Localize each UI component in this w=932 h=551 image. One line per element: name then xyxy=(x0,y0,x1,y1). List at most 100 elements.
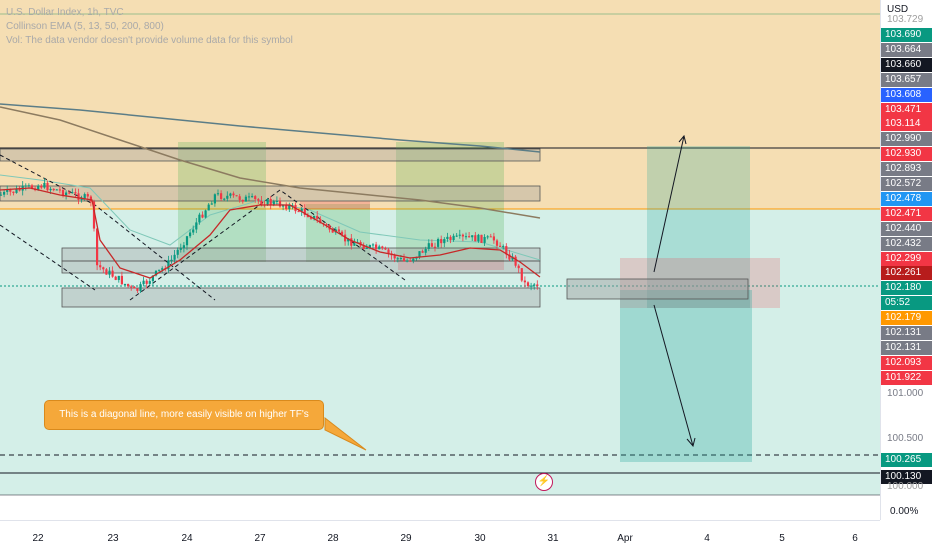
candle-body xyxy=(105,269,108,275)
candle-body xyxy=(297,211,300,213)
zone-rect-3[interactable] xyxy=(61,287,541,308)
candle-body xyxy=(108,270,111,275)
candle-body xyxy=(61,190,65,196)
time-label: 5 xyxy=(779,533,785,544)
time-label: 27 xyxy=(254,533,266,544)
candle-body xyxy=(30,185,34,189)
candle-body xyxy=(409,260,412,262)
zone-rect-top[interactable] xyxy=(0,148,541,162)
red-box-1[interactable] xyxy=(300,201,370,209)
candle-body xyxy=(130,286,133,288)
price-tag: 102.261 xyxy=(881,266,932,281)
candle-body xyxy=(492,236,495,241)
price-tag: 102.131 xyxy=(881,340,932,355)
candle-body xyxy=(238,196,241,200)
candle-body xyxy=(40,185,43,188)
price-chart[interactable] xyxy=(0,0,880,550)
candle-body xyxy=(244,196,247,202)
ema-fast-line xyxy=(0,187,541,279)
price-axis-top: 103.729 xyxy=(887,14,924,25)
percent-label: 0.00% xyxy=(890,506,919,517)
arrow-down[interactable] xyxy=(653,304,694,447)
candle-body xyxy=(158,269,161,271)
candle-body xyxy=(120,275,123,285)
highlight-box-1[interactable] xyxy=(178,142,266,262)
candle-body xyxy=(526,282,530,287)
projection-entry-zone[interactable] xyxy=(566,278,749,300)
zone-rect-1[interactable] xyxy=(61,247,541,262)
candle-body xyxy=(393,255,396,259)
projection-stop-box[interactable] xyxy=(620,258,780,308)
candle-body xyxy=(92,201,96,229)
candle-body xyxy=(468,236,471,238)
candle-body xyxy=(266,198,269,206)
price-axis[interactable]: USD 103.729 103.690 103.664 103.660 103.657… xyxy=(880,0,932,520)
candlestick-series[interactable] xyxy=(0,178,539,294)
candle-body xyxy=(161,268,164,270)
candle-body xyxy=(142,280,145,285)
candle-body xyxy=(148,281,151,284)
candle-body xyxy=(269,198,272,205)
candle-body xyxy=(452,235,455,241)
price-tag: 101.922 xyxy=(881,370,932,385)
red-box-2[interactable] xyxy=(398,260,504,270)
candle-body xyxy=(198,214,201,223)
price-level-100500: 100.500 xyxy=(887,433,924,444)
candle-body xyxy=(443,239,446,244)
candle-body xyxy=(464,236,468,238)
candle-body xyxy=(331,229,334,233)
candle-body xyxy=(232,193,235,196)
candle-body xyxy=(216,193,220,195)
candle-body xyxy=(427,243,430,249)
candle-body xyxy=(257,199,260,201)
candle-body xyxy=(437,239,440,247)
candle-body xyxy=(375,244,378,250)
candle-body xyxy=(12,191,15,193)
price-tag: 102.990 xyxy=(881,132,932,147)
candle-body xyxy=(3,191,6,195)
symbol-title[interactable]: U.S. Dollar Index, 1h, TVC xyxy=(6,7,124,18)
price-tag: 102.299 xyxy=(881,251,932,266)
time-axis[interactable]: 22 23 24 27 28 29 30 31 Apr 4 5 6 xyxy=(0,520,880,551)
arrow-up[interactable] xyxy=(653,135,685,273)
candle-body xyxy=(127,283,130,287)
candle-body xyxy=(201,214,204,218)
zone-rect-2[interactable] xyxy=(61,260,541,274)
projection-downside-box[interactable] xyxy=(620,290,752,462)
candle-body xyxy=(241,199,244,202)
candle-body xyxy=(37,185,40,191)
candle-body xyxy=(192,229,195,233)
dashed-trend-2[interactable] xyxy=(129,189,406,301)
price-tag: 103.664 xyxy=(881,42,932,57)
candle-body xyxy=(458,234,461,236)
candle-body xyxy=(316,215,319,219)
candle-body xyxy=(275,201,278,203)
candle-body xyxy=(471,235,474,238)
candle-body xyxy=(325,224,328,226)
lightning-event-icon[interactable]: ⚡ xyxy=(535,473,553,491)
candle-body xyxy=(344,234,347,242)
candle-body xyxy=(306,214,309,218)
candle-body xyxy=(210,203,213,205)
candle-body xyxy=(80,198,83,200)
candle-body xyxy=(337,229,340,232)
candle-body xyxy=(223,198,226,200)
supply-zone xyxy=(0,0,880,209)
candle-body xyxy=(396,258,399,260)
price-tag: 102.893 xyxy=(881,162,932,177)
candle-body xyxy=(455,235,458,237)
candle-body xyxy=(368,245,371,248)
price-tag: 102.432 xyxy=(881,236,932,251)
highlight-box-3[interactable] xyxy=(396,142,504,262)
candle-body xyxy=(154,270,158,276)
candle-body xyxy=(291,204,294,206)
candle-body xyxy=(313,215,316,219)
candle-body xyxy=(424,248,427,253)
dashed-trend-3[interactable] xyxy=(0,224,96,291)
candle-body xyxy=(530,285,533,287)
indicator-label[interactable]: Collinson EMA (5, 13, 50, 200, 800) xyxy=(6,21,164,32)
candle-body xyxy=(489,236,492,238)
annotation-callout[interactable]: This is a diagonal line, more easily vis… xyxy=(44,400,324,430)
price-tag: 103.690 xyxy=(881,28,932,42)
time-label: 29 xyxy=(400,533,412,544)
